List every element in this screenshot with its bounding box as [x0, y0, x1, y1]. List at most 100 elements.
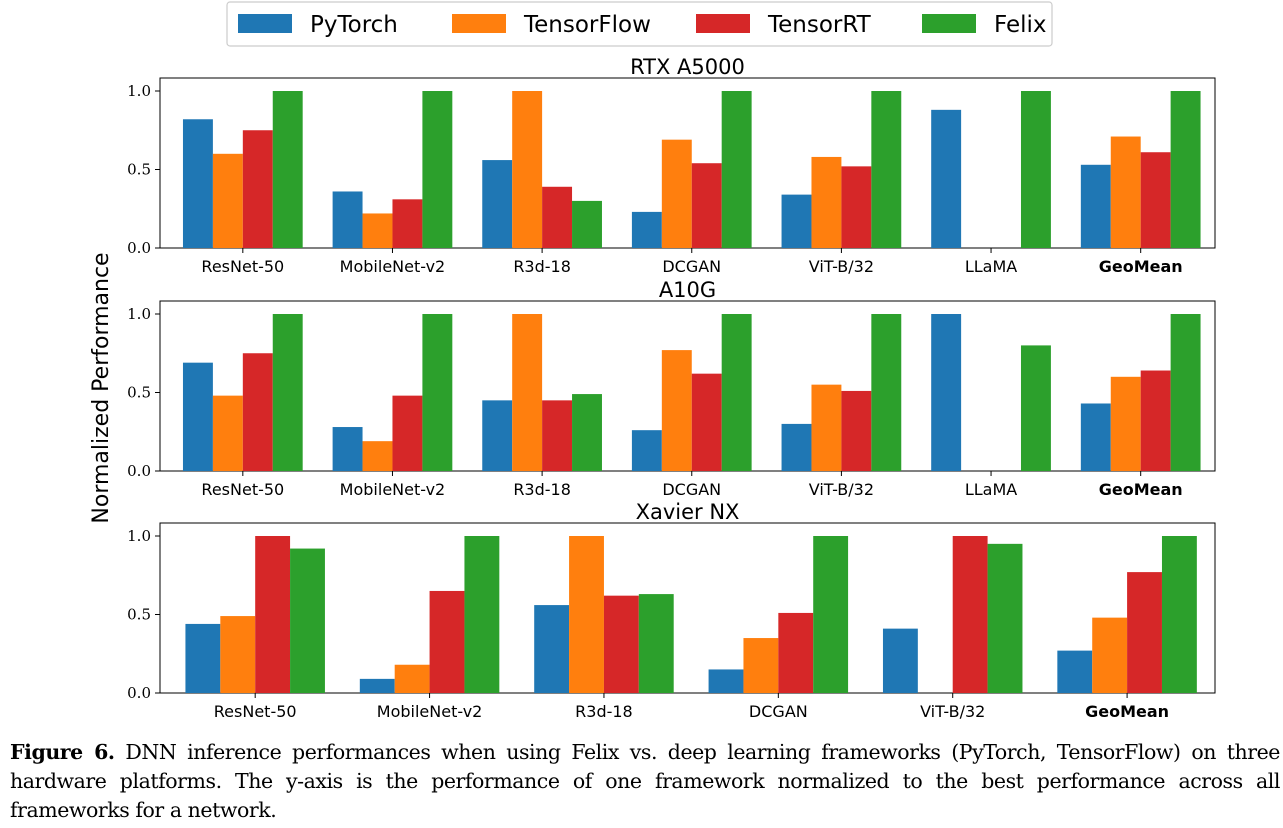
legend-swatch-tensorrt: [696, 14, 750, 33]
bar-tensorflow-resnet-50: [220, 616, 256, 693]
bar-pytorch-resnet-50: [182, 119, 213, 248]
chart-figure: PyTorch TensorFlow TensorRT Felix Normalized…: [89, 1, 1216, 721]
bar-tensorflow-geomean: [1110, 136, 1141, 248]
bar-pytorch-vit-b-32: [781, 194, 812, 248]
bar-tensorflow-resnet-50: [212, 395, 243, 471]
bar-pytorch-mobilenet-v2: [359, 678, 395, 693]
panel-xavier-nx: Xavier NX 0.0 0.5 1.0 ResNet-50 MobileNet-v2 R…: [127, 500, 1216, 721]
bar-tensorflow-r3d-18: [512, 91, 543, 248]
x-tick-label: ViT-B/32: [809, 257, 874, 276]
panel-rtx-a5000: RTX A5000 0.0 0.5 1.0 ResNet-50 MobileNet-v2 R…: [127, 55, 1216, 276]
bar-pytorch-dcgan: [631, 211, 662, 248]
bar-pytorch-geomean: [1057, 650, 1093, 693]
x-tick-label: GeoMean: [1099, 257, 1183, 276]
bar-felix-dcgan: [721, 314, 752, 471]
bar-tensorflow-vit-b-32: [811, 156, 842, 248]
bar-tensorrt-r3d-18: [542, 400, 573, 471]
bar-felix-r3d-18: [572, 394, 602, 471]
x-tick-label: ViT-B/32: [809, 480, 874, 499]
bar-tensorrt-r3d-18: [542, 186, 573, 248]
x-tick-label: DCGAN: [749, 702, 808, 721]
bar-pytorch-vit-b-32: [781, 423, 812, 471]
legend: PyTorch TensorFlow TensorRT Felix: [226, 1, 1053, 47]
bar-tensorrt-r3d-18: [603, 595, 639, 693]
x-tick-label: GeoMean: [1085, 702, 1169, 721]
caption-label: Figure 6.: [10, 740, 115, 764]
bar-pytorch-resnet-50: [185, 623, 221, 693]
bar-tensorrt-geomean: [1140, 370, 1171, 471]
bar-felix-vit-b-32: [871, 314, 902, 471]
x-tick-label: LLaMA: [965, 480, 1017, 499]
bar-tensorrt-mobilenet-v2: [392, 395, 423, 471]
panel-title: A10G: [659, 278, 716, 302]
x-tick-label: R3d-18: [513, 257, 571, 276]
axes-frame: [159, 522, 1216, 694]
x-tick-label: R3d-18: [575, 702, 633, 721]
bar-felix-geomean: [1170, 314, 1201, 471]
bar-pytorch-geomean: [1080, 164, 1111, 248]
y-tick-label: 0.5: [127, 161, 151, 179]
bar-pytorch-llama: [931, 109, 962, 248]
bar-tensorrt-resnet-50: [255, 536, 291, 693]
bar-pytorch-r3d-18: [482, 400, 513, 471]
bar-tensorrt-resnet-50: [242, 353, 273, 471]
bar-felix-resnet-50: [272, 314, 303, 471]
figure-caption: Figure 6. DNN inference performances whe…: [10, 738, 1280, 825]
bar-felix-geomean: [1170, 91, 1201, 248]
bar-felix-llama: [1020, 345, 1051, 471]
bar-tensorflow-geomean: [1092, 617, 1128, 693]
bar-felix-r3d-18: [572, 200, 602, 248]
bar-tensorrt-resnet-50: [242, 130, 273, 248]
legend-label-tensorrt: TensorRT: [767, 12, 872, 38]
x-tick-label: ViT-B/32: [920, 702, 985, 721]
bar-pytorch-mobilenet-v2: [332, 191, 363, 248]
y-tick-label: 1.0: [127, 527, 151, 545]
bar-pytorch-llama: [931, 314, 962, 471]
bar-felix-vit-b-32: [871, 91, 902, 248]
bar-felix-dcgan: [721, 91, 752, 248]
x-tick-label: ResNet-50: [201, 480, 284, 499]
legend-label-tensorflow: TensorFlow: [523, 12, 651, 38]
x-tick-label: ResNet-50: [201, 257, 284, 276]
bar-tensorrt-vit-b-32: [841, 166, 872, 248]
x-tick-label: R3d-18: [513, 480, 571, 499]
bar-felix-resnet-50: [272, 91, 303, 248]
y-axis-label: Normalized Performance: [89, 252, 114, 523]
y-tick-label: 0.5: [127, 384, 151, 402]
caption-text: DNN inference performances when using Fe…: [10, 740, 1280, 822]
bar-felix-r3d-18: [638, 594, 674, 693]
bar-tensorflow-vit-b-32: [811, 384, 842, 471]
x-tick-label: ResNet-50: [214, 702, 297, 721]
legend-swatch-tensorflow: [452, 14, 506, 33]
bar-tensorflow-resnet-50: [212, 153, 243, 248]
bar-felix-resnet-50: [290, 548, 325, 693]
bar-tensorflow-mobilenet-v2: [394, 664, 430, 693]
x-tick-label: GeoMean: [1099, 480, 1183, 499]
x-tick-label: MobileNet-v2: [340, 257, 446, 276]
bar-tensorflow-dcgan: [661, 139, 692, 248]
x-tick-label: MobileNet-v2: [377, 702, 483, 721]
legend-label-felix: Felix: [994, 12, 1047, 38]
x-tick-label: DCGAN: [662, 257, 721, 276]
bar-tensorflow-mobilenet-v2: [362, 213, 393, 248]
y-tick-label: 0.0: [127, 684, 151, 702]
y-tick-label: 1.0: [127, 82, 151, 100]
panel-title: Xavier NX: [636, 500, 740, 524]
bar-tensorrt-vit-b-32: [952, 536, 988, 693]
bar-tensorrt-dcgan: [691, 163, 722, 248]
bar-felix-geomean: [1161, 536, 1197, 693]
bar-pytorch-dcgan: [631, 430, 662, 471]
y-tick-label: 0.0: [127, 462, 151, 480]
bar-pytorch-geomean: [1080, 403, 1111, 471]
bar-tensorflow-r3d-18: [569, 536, 604, 693]
bar-tensorrt-mobilenet-v2: [392, 199, 423, 248]
bar-felix-vit-b-32: [987, 543, 1023, 693]
bar-tensorrt-dcgan: [691, 373, 722, 471]
bar-tensorrt-geomean: [1140, 152, 1171, 248]
legend-swatch-felix: [922, 14, 976, 33]
bar-tensorflow-geomean: [1110, 376, 1141, 471]
bar-pytorch-r3d-18: [534, 605, 570, 693]
x-tick-label: DCGAN: [662, 480, 721, 499]
bar-tensorrt-vit-b-32: [841, 390, 872, 471]
panel-title: RTX A5000: [630, 55, 745, 79]
